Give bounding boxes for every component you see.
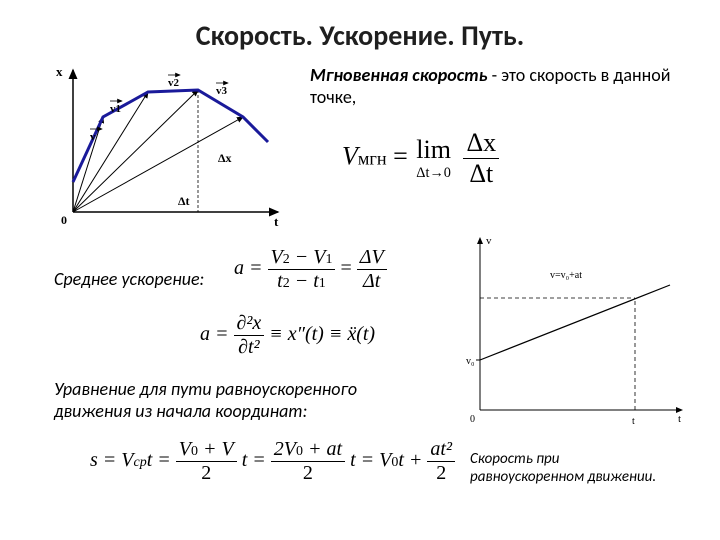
path-equation-heading: Уравнение для пути равноускоренного движ…	[54, 378, 454, 422]
s-lhs-sub: ср	[134, 455, 147, 470]
s-t1: t =	[242, 449, 271, 471]
path-eq-l1: Уравнение для пути равноускоренного	[54, 378, 357, 400]
vmgn-den: Δt	[463, 159, 499, 189]
svg-text:v2: v2	[168, 77, 180, 89]
vmgn-num: Δx	[463, 128, 499, 159]
svg-text:0: 0	[470, 414, 475, 425]
s-f2d: 2	[271, 462, 345, 485]
svg-text:v3: v3	[216, 85, 228, 97]
svg-text:t: t	[678, 413, 681, 425]
s-f3d: 2	[427, 462, 455, 485]
svg-text:t: t	[274, 214, 279, 229]
velocity-time-graph: v t 0 v₀ v=v₀+at t	[460, 230, 690, 430]
svg-text:v=v₀+at: v=v₀+at	[550, 270, 582, 281]
a1-lhs: a =	[234, 257, 268, 279]
s-lhs-t: t =	[147, 449, 176, 471]
formula-avg-acceleration: a = V2 − V1 t2 − t1 = ΔV Δt	[234, 246, 387, 293]
svg-text:v₀: v₀	[466, 356, 475, 367]
a2-num: ∂²x	[234, 312, 265, 336]
vmgn-eq: =	[393, 141, 414, 170]
instant-velocity-lead: Мгновенная скорость	[310, 64, 488, 86]
s-t2: t = V	[350, 449, 391, 471]
a2-den: ∂t²	[234, 336, 265, 359]
avg-acceleration-heading: Среднее ускорение:	[54, 268, 204, 290]
svg-text:x: x	[56, 64, 63, 79]
s-f3n: at²	[427, 438, 455, 462]
fig2-cap-l1: Скорость при	[470, 450, 559, 468]
a2-lhs: a =	[200, 323, 234, 345]
formula-instant-velocity: Vмгн = lim Δt→0 Δx Δt	[342, 128, 499, 189]
s-t2r: t +	[398, 449, 427, 471]
a1-f1d-b: − t	[290, 270, 319, 292]
vmgn-lim-sub: Δt→0	[416, 165, 451, 182]
a1-f2n: ΔV	[357, 246, 387, 270]
a1-f1n-as: 2	[283, 252, 290, 267]
a1-f1d-bs: 1	[319, 276, 326, 291]
fig2-cap-l2: равноускоренном движении.	[470, 468, 656, 486]
figure2-caption: Скорость при равноускоренном движении.	[470, 450, 710, 486]
page-title: Скорость. Ускорение. Путь.	[0, 18, 720, 53]
a1-eq2: =	[340, 257, 356, 279]
svg-text:t: t	[632, 416, 635, 427]
s-f2nb: + at	[303, 438, 342, 460]
svg-text:v: v	[90, 131, 96, 143]
s-f1nb: + V	[198, 438, 234, 460]
svg-text:0: 0	[61, 213, 67, 227]
a1-f1d-as: 2	[283, 276, 290, 291]
instant-velocity-text: Мгновенная скорость - это скорость в дан…	[310, 64, 700, 108]
a1-f2d: Δt	[357, 270, 387, 293]
a2-mid: ≡ x″(t) ≡ ẍ(t)	[269, 323, 375, 345]
svg-text:v: v	[486, 235, 492, 247]
s-f1d: 2	[176, 462, 237, 485]
s-lhs: s = V	[90, 449, 134, 471]
a1-f1n-bs: 1	[325, 252, 332, 267]
s-f1na: V	[179, 438, 191, 460]
formula-path: s = Vсрt = V0 + V 2 t = 2V0 + at 2 t = V…	[90, 438, 455, 485]
path-eq-l2: движения из начала координат:	[54, 400, 307, 422]
vmgn-lim: lim	[416, 135, 451, 165]
formula-second-derivative: a = ∂²x ∂t² ≡ x″(t) ≡ ẍ(t)	[200, 312, 375, 359]
s-f1nas: 0	[191, 444, 198, 459]
svg-text:Δx: Δx	[218, 151, 232, 165]
trajectory-diagram: x t 0 v1 v2 v3 v Δx Δt	[48, 62, 288, 232]
s-f2na: 2V	[274, 438, 296, 460]
svg-text:v1: v1	[110, 103, 121, 115]
vmgn-symbol: V	[342, 141, 358, 170]
s-f2nas: 0	[296, 444, 303, 459]
a1-f1n-a: V	[271, 246, 283, 268]
vmgn-sub: мгн	[358, 148, 387, 168]
a1-f1n-b: − V	[290, 246, 326, 268]
svg-text:Δt: Δt	[178, 194, 190, 208]
